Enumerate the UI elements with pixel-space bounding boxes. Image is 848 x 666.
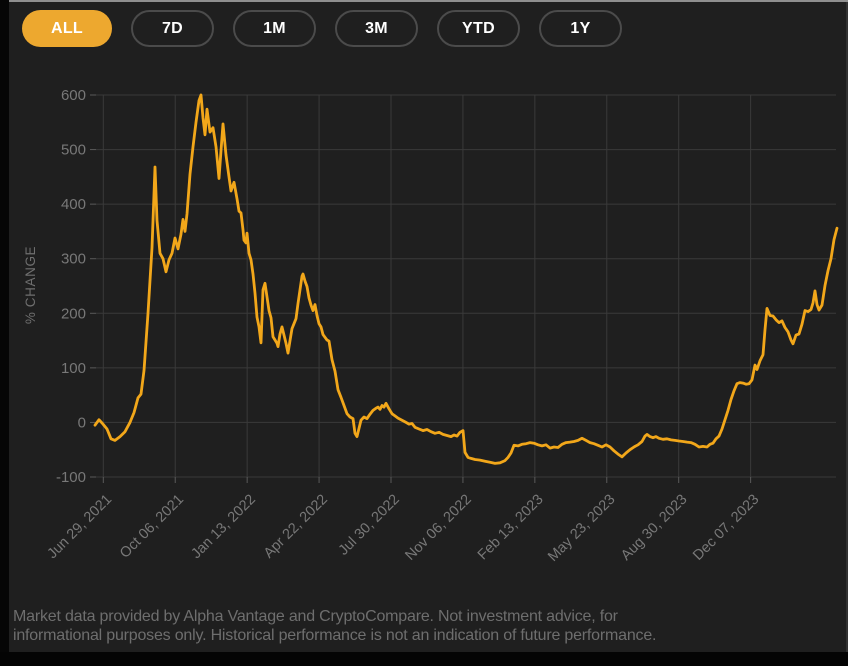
timeframe-button-7d[interactable]: 7D bbox=[131, 10, 214, 47]
timeframe-button-1m[interactable]: 1M bbox=[233, 10, 316, 47]
x-tick-label: May 23, 2023 bbox=[545, 492, 618, 565]
timeframe-button-3m[interactable]: 3M bbox=[335, 10, 418, 47]
y-tick-label: 600 bbox=[61, 87, 86, 104]
y-tick-label: 400 bbox=[61, 196, 86, 213]
window-right-edge bbox=[846, 2, 848, 652]
window-bottom-edge bbox=[0, 652, 848, 666]
disclaimer-line-2: informational purposes only. Historical … bbox=[13, 627, 657, 644]
timeframe-button-ytd[interactable]: YTD bbox=[437, 10, 520, 47]
x-tick-label: Dec 07, 2023 bbox=[690, 492, 762, 564]
x-tick-label: Apr 22, 2022 bbox=[261, 492, 331, 562]
x-tick-label: Jul 30, 2022 bbox=[336, 492, 403, 559]
timeframe-button-1y[interactable]: 1Y bbox=[539, 10, 622, 47]
timeframe-button-all[interactable]: ALL bbox=[22, 10, 112, 47]
window-top-edge bbox=[9, 0, 848, 2]
y-tick-label: -100 bbox=[56, 469, 86, 486]
y-tick-label: 200 bbox=[61, 305, 86, 322]
app-background-panel bbox=[9, 2, 846, 652]
x-tick-label: Aug 30, 2023 bbox=[618, 492, 690, 564]
x-tick-label: Oct 06, 2021 bbox=[117, 492, 187, 562]
x-tick-label: Feb 13, 2023 bbox=[475, 492, 547, 564]
x-tick-label: Jan 13, 2022 bbox=[188, 492, 259, 563]
timeframe-selector: ALL 7D 1M 3M YTD 1Y bbox=[22, 10, 622, 47]
x-tick-label: Jun 29, 2021 bbox=[45, 492, 116, 563]
y-tick-label: 500 bbox=[61, 142, 86, 159]
disclaimer-line-1: Market data provided by Alpha Vantage an… bbox=[13, 608, 618, 625]
y-tick-label: 100 bbox=[61, 360, 86, 377]
window-left-edge bbox=[0, 0, 9, 666]
price-change-line bbox=[93, 93, 839, 465]
x-tick-label: Nov 06, 2022 bbox=[402, 492, 474, 564]
y-axis-title: % CHANGE bbox=[23, 246, 38, 324]
y-tick-label: 0 bbox=[78, 414, 86, 431]
percent-change-line-chart[interactable]: 600 500 400 300 200 100 0 -100 Jun 29, 2021 Oct 0… bbox=[0, 0, 848, 610]
y-tick-label: 300 bbox=[61, 251, 86, 268]
disclaimer-text: Market data provided by Alpha Vantage an… bbox=[13, 607, 842, 645]
